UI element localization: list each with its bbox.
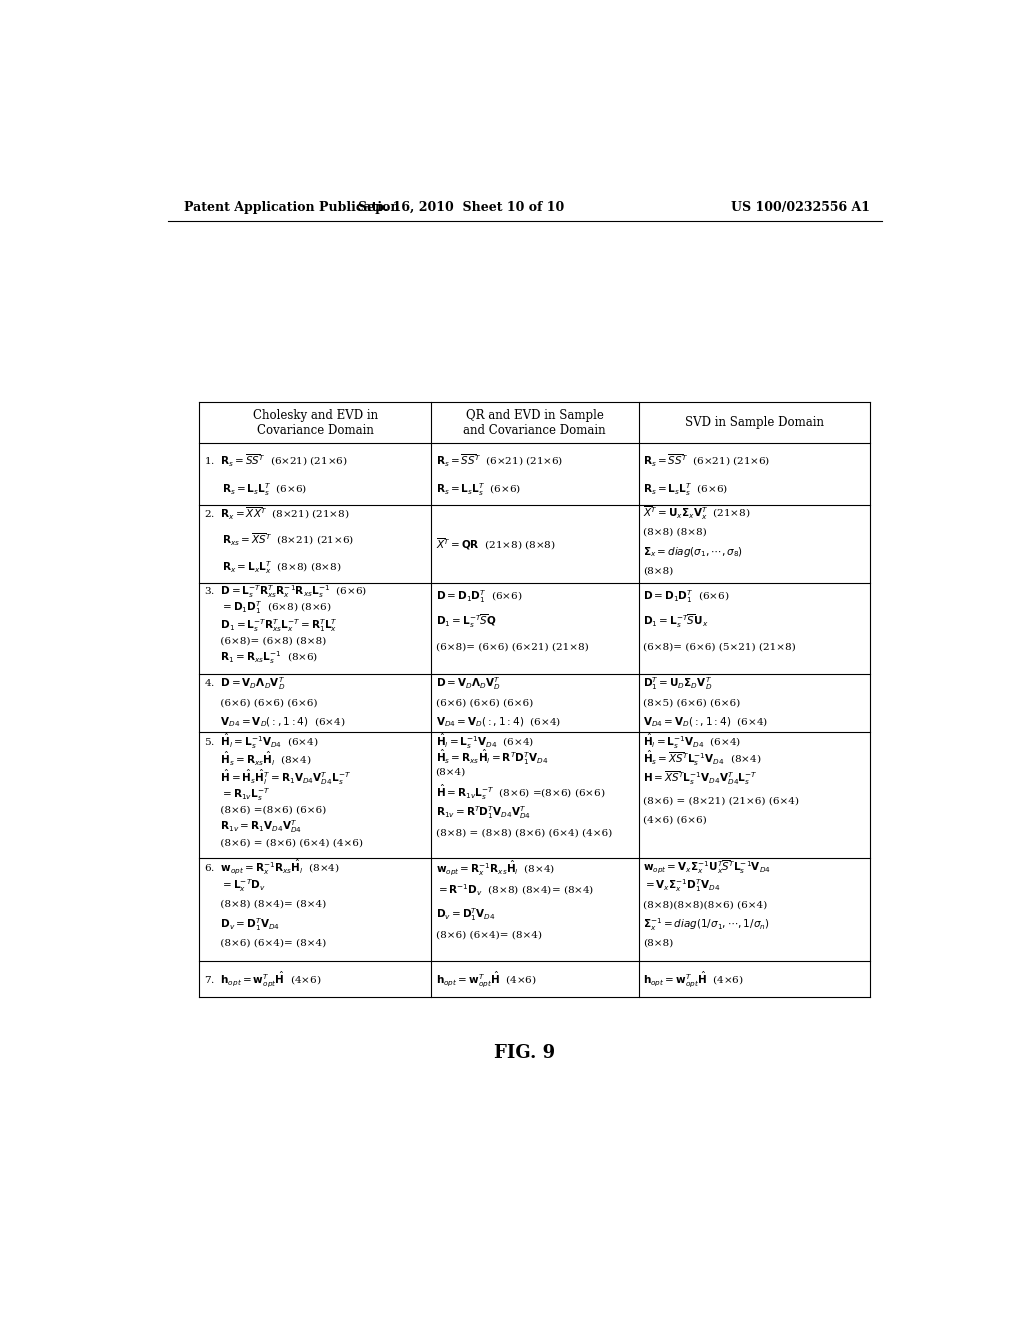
Text: $= \mathbf{L}_x^{-T}\mathbf{D}_v$: $= \mathbf{L}_x^{-T}\mathbf{D}_v$ <box>204 878 266 894</box>
Text: $\mathbf{R}_{1v} = \mathbf{R}_1\mathbf{V}_{D4}\mathbf{V}_{D4}^T$: $\mathbf{R}_{1v} = \mathbf{R}_1\mathbf{V… <box>204 818 302 834</box>
Text: $\mathbf{D}_1 = \mathbf{L}_s^{-T}\overline{S}\mathbf{Q}$: $\mathbf{D}_1 = \mathbf{L}_s^{-T}\overli… <box>435 612 497 630</box>
Text: $\mathbf{V}_{D4} = \mathbf{V}_D(:,1:4)$  (6×4): $\mathbf{V}_{D4} = \mathbf{V}_D(:,1:4)$ … <box>435 715 560 729</box>
Text: US 100/0232556 A1: US 100/0232556 A1 <box>731 201 870 214</box>
Text: $\mathbf{R}_s = \mathbf{L}_s\mathbf{L}_s^T$  (6×6): $\mathbf{R}_s = \mathbf{L}_s\mathbf{L}_s… <box>435 482 520 498</box>
Text: (8×6) = (8×21) (21×6) (6×4): (8×6) = (8×21) (21×6) (6×4) <box>643 797 800 805</box>
Text: $\overline{X}^T = \mathbf{QR}$  (21×8) (8×8): $\overline{X}^T = \mathbf{QR}$ (21×8) (8… <box>435 536 555 552</box>
Text: $\mathbf{R}_s = \overline{S}\overline{S}^T$  (6×21) (21×6): $\mathbf{R}_s = \overline{S}\overline{S}… <box>643 453 771 469</box>
Text: 2.  $\mathbf{R}_x = \overline{X}\overline{X}^T$  (8×21) (21×8): 2. $\mathbf{R}_x = \overline{X}\overline… <box>204 507 349 523</box>
Text: $\hat{\mathbf{H}}_s = \mathbf{R}_{xs}\hat{\mathbf{H}}_l$  (8×4): $\hat{\mathbf{H}}_s = \mathbf{R}_{xs}\ha… <box>204 750 311 767</box>
Text: $= \mathbf{R}^{-1}\mathbf{D}_v$  (8×8) (8×4)= (8×4): $= \mathbf{R}^{-1}\mathbf{D}_v$ (8×8) (8… <box>435 883 594 899</box>
Text: (8×8): (8×8) <box>643 566 674 576</box>
Text: $\hat{\mathbf{H}}_s = \mathbf{R}_{xs}\hat{\mathbf{H}}_l = \mathbf{R}^T\mathbf{D}: $\hat{\mathbf{H}}_s = \mathbf{R}_{xs}\ha… <box>435 747 548 767</box>
Text: (8×6) =(8×6) (6×6): (8×6) =(8×6) (6×6) <box>204 805 327 814</box>
Text: FIG. 9: FIG. 9 <box>495 1044 555 1061</box>
Text: (4×6) (6×6): (4×6) (6×6) <box>643 816 708 825</box>
Text: $\mathbf{w}_{opt} = \mathbf{V}_x\mathbf{\Sigma}_x^{-1}\mathbf{U}_x^T\overline{S}: $\mathbf{w}_{opt} = \mathbf{V}_x\mathbf{… <box>643 858 771 875</box>
Text: $\mathbf{D}_1 = \mathbf{L}_s^{-T}\mathbf{R}_{xs}^T\mathbf{L}_x^{-T} = \mathbf{R}: $\mathbf{D}_1 = \mathbf{L}_s^{-T}\mathbf… <box>204 616 338 634</box>
Text: (8×5) (6×6) (6×6): (8×5) (6×6) (6×6) <box>643 698 740 708</box>
Text: (8×8) (8×8): (8×8) (8×8) <box>643 528 708 537</box>
Text: $\mathbf{D}_1^T = \mathbf{U}_D\mathbf{\Sigma}_D\mathbf{V}_D^T$: $\mathbf{D}_1^T = \mathbf{U}_D\mathbf{\S… <box>643 675 713 692</box>
Text: (8×6) = (8×6) (6×4) (4×6): (8×6) = (8×6) (6×4) (4×6) <box>204 838 364 847</box>
Text: (8×8) = (8×8) (8×6) (6×4) (4×6): (8×8) = (8×8) (8×6) (6×4) (4×6) <box>435 828 611 837</box>
Text: $\hat{\mathbf{H}}_l = \mathbf{L}_s^{-1}\mathbf{V}_{D4}$  (6×4): $\hat{\mathbf{H}}_l = \mathbf{L}_s^{-1}\… <box>643 731 741 751</box>
Text: $\mathbf{R}_s = \mathbf{L}_s\mathbf{L}_s^T$  (6×6): $\mathbf{R}_s = \mathbf{L}_s\mathbf{L}_s… <box>221 482 307 498</box>
Text: (8×6) (6×4)= (8×4): (8×6) (6×4)= (8×4) <box>435 931 542 940</box>
Text: $\mathbf{w}_{opt} = \mathbf{R}_x^{-1}\mathbf{R}_{xs}\hat{\mathbf{H}}_l$  (8×4): $\mathbf{w}_{opt} = \mathbf{R}_x^{-1}\ma… <box>435 858 555 878</box>
Text: $\mathbf{V}_{D4} = \mathbf{V}_D(:,1:4)$  (6×4): $\mathbf{V}_{D4} = \mathbf{V}_D(:,1:4)$ … <box>204 715 346 729</box>
Text: Sep. 16, 2010  Sheet 10 of 10: Sep. 16, 2010 Sheet 10 of 10 <box>358 201 564 214</box>
Text: $\mathbf{R}_x = \mathbf{L}_x\mathbf{L}_x^T$  (8×8) (8×8): $\mathbf{R}_x = \mathbf{L}_x\mathbf{L}_x… <box>221 560 341 576</box>
Text: $\mathbf{R}_{xs} = \overline{X}\overline{S}^T$  (8×21) (21×6): $\mathbf{R}_{xs} = \overline{X}\overline… <box>221 532 353 548</box>
Text: 4.  $\mathbf{D} = \mathbf{V}_D\mathbf{\Lambda}_D\mathbf{V}_D^T$: 4. $\mathbf{D} = \mathbf{V}_D\mathbf{\La… <box>204 675 286 692</box>
Text: $\mathbf{R}_s = \mathbf{L}_s\mathbf{L}_s^T$  (6×6): $\mathbf{R}_s = \mathbf{L}_s\mathbf{L}_s… <box>643 482 728 498</box>
Text: Patent Application Publication: Patent Application Publication <box>183 201 399 214</box>
Text: $\mathbf{D} = \mathbf{V}_D\mathbf{\Lambda}_D\mathbf{V}_D^T$: $\mathbf{D} = \mathbf{V}_D\mathbf{\Lambd… <box>435 675 501 692</box>
Text: $\mathbf{D}_1 = \mathbf{L}_s^{-T}\overline{S}\mathbf{U}_x$: $\mathbf{D}_1 = \mathbf{L}_s^{-T}\overli… <box>643 612 709 630</box>
Text: (6×6) (6×6) (6×6): (6×6) (6×6) (6×6) <box>435 698 532 708</box>
Text: $\mathbf{h}_{opt} = \mathbf{w}_{opt}^T\hat{\mathbf{H}}$  (4×6): $\mathbf{h}_{opt} = \mathbf{w}_{opt}^T\h… <box>643 969 744 989</box>
Text: Cholesky and EVD in
Covariance Domain: Cholesky and EVD in Covariance Domain <box>253 409 378 437</box>
Text: 3.  $\mathbf{D} = \mathbf{L}_s^{-T}\mathbf{R}_{xs}^T\mathbf{R}_x^{-1}\mathbf{R}_: 3. $\mathbf{D} = \mathbf{L}_s^{-T}\mathb… <box>204 583 368 599</box>
Text: (6×8)= (6×6) (5×21) (21×8): (6×8)= (6×6) (5×21) (21×8) <box>643 643 797 652</box>
Text: $= \mathbf{R}_{1v}\mathbf{L}_s^{-T}$: $= \mathbf{R}_{1v}\mathbf{L}_s^{-T}$ <box>204 787 270 804</box>
Text: (6×6) (6×6) (6×6): (6×6) (6×6) (6×6) <box>204 698 317 708</box>
Text: $\mathbf{\Sigma}_x^{-1} = diag(1/\sigma_1,\cdots,1/\sigma_n)$: $\mathbf{\Sigma}_x^{-1} = diag(1/\sigma_… <box>643 916 770 933</box>
Text: 5.  $\hat{\mathbf{H}}_l = \mathbf{L}_s^{-1}\mathbf{V}_{D4}$  (6×4): 5. $\hat{\mathbf{H}}_l = \mathbf{L}_s^{-… <box>204 731 318 751</box>
Text: $\hat{\mathbf{H}} = \hat{\mathbf{H}}_s\hat{\mathbf{H}}_l^T = \mathbf{R}_1\mathbf: $\hat{\mathbf{H}} = \hat{\mathbf{H}}_s\h… <box>204 768 351 787</box>
Text: $= \mathbf{V}_x\mathbf{\Sigma}_x^{-1}\mathbf{D}_1^T\mathbf{V}_{D4}$: $= \mathbf{V}_x\mathbf{\Sigma}_x^{-1}\ma… <box>643 878 721 894</box>
Text: $\hat{\mathbf{H}}_s = \overline{X}\overline{S}^T\mathbf{L}_s^{-1}\mathbf{V}_{D4}: $\hat{\mathbf{H}}_s = \overline{X}\overl… <box>643 748 762 768</box>
Text: 6.  $\mathbf{w}_{opt} = \mathbf{R}_x^{-1}\mathbf{R}_{xs}\hat{\mathbf{H}}_l$  (8×: 6. $\mathbf{w}_{opt} = \mathbf{R}_x^{-1}… <box>204 858 340 876</box>
Text: 1.  $\mathbf{R}_s = \overline{S}\overline{S}^T$  (6×21) (21×6): 1. $\mathbf{R}_s = \overline{S}\overline… <box>204 453 348 469</box>
Text: $\mathbf{\Sigma}_x = diag(\sigma_1,\cdots,\sigma_8)$: $\mathbf{\Sigma}_x = diag(\sigma_1,\cdot… <box>643 545 743 558</box>
Text: (6×8)= (6×6) (6×21) (21×8): (6×8)= (6×6) (6×21) (21×8) <box>435 643 589 652</box>
Text: $= \mathbf{D}_1\mathbf{D}_1^T$  (6×8) (8×6): $= \mathbf{D}_1\mathbf{D}_1^T$ (6×8) (8×… <box>204 599 332 616</box>
Text: $\mathbf{V}_{D4} = \mathbf{V}_D(:,1:4)$  (6×4): $\mathbf{V}_{D4} = \mathbf{V}_D(:,1:4)$ … <box>643 715 768 729</box>
Text: $\mathbf{R}_{1v} = \mathbf{R}^T\mathbf{D}_1^T\mathbf{V}_{D4}\mathbf{V}_{D4}^T$: $\mathbf{R}_{1v} = \mathbf{R}^T\mathbf{D… <box>435 804 530 821</box>
Text: (8×8)(8×8)(8×6) (6×4): (8×8)(8×8)(8×6) (6×4) <box>643 900 768 909</box>
Text: $\mathbf{D} = \mathbf{D}_1\mathbf{D}_1^T$  (6×6): $\mathbf{D} = \mathbf{D}_1\mathbf{D}_1^T… <box>435 589 522 605</box>
Text: (8×6) (6×4)= (8×4): (8×6) (6×4)= (8×4) <box>204 939 327 948</box>
Text: SVD in Sample Domain: SVD in Sample Domain <box>685 416 824 429</box>
Text: $\mathbf{D} = \mathbf{D}_1\mathbf{D}_1^T$  (6×6): $\mathbf{D} = \mathbf{D}_1\mathbf{D}_1^T… <box>643 589 730 605</box>
Text: (8×8): (8×8) <box>643 939 674 948</box>
Text: $\mathbf{H} = \overline{X}\overline{S}^T\mathbf{L}_s^{-1}\mathbf{V}_{D4}\mathbf{: $\mathbf{H} = \overline{X}\overline{S}^T… <box>643 770 758 788</box>
Text: $\mathbf{R}_1 = \mathbf{R}_{xs}\mathbf{L}_s^{-1}$  (8×6): $\mathbf{R}_1 = \mathbf{R}_{xs}\mathbf{L… <box>204 649 318 667</box>
Text: (6×8)= (6×8) (8×8): (6×8)= (6×8) (8×8) <box>204 636 327 645</box>
Text: QR and EVD in Sample
and Covariance Domain: QR and EVD in Sample and Covariance Doma… <box>464 409 606 437</box>
Text: $\mathbf{R}_s = \overline{S}\overline{S}^T$  (6×21) (21×6): $\mathbf{R}_s = \overline{S}\overline{S}… <box>435 453 563 469</box>
Text: $\hat{\mathbf{H}} = \mathbf{R}_{1v}\mathbf{L}_s^{-T}$  (8×6) =(8×6) (6×6): $\hat{\mathbf{H}} = \mathbf{R}_{1v}\math… <box>435 783 605 803</box>
Text: (8×8) (8×4)= (8×4): (8×8) (8×4)= (8×4) <box>204 899 327 908</box>
Text: $\mathbf{D}_v = \mathbf{D}_1^T\mathbf{V}_{D4}$: $\mathbf{D}_v = \mathbf{D}_1^T\mathbf{V}… <box>435 906 496 923</box>
Text: $\overline{X}^T = \mathbf{U}_x\mathbf{\Sigma}_x\mathbf{V}_x^T$  (21×8): $\overline{X}^T = \mathbf{U}_x\mathbf{\S… <box>643 504 751 521</box>
Text: 7.  $\mathbf{h}_{opt} = \mathbf{w}_{opt}^T\hat{\mathbf{H}}$  (4×6): 7. $\mathbf{h}_{opt} = \mathbf{w}_{opt}^… <box>204 969 322 989</box>
Text: (8×4): (8×4) <box>435 768 466 777</box>
Text: $\hat{\mathbf{H}}_l = \mathbf{L}_s^{-1}\mathbf{V}_{D4}$  (6×4): $\hat{\mathbf{H}}_l = \mathbf{L}_s^{-1}\… <box>435 731 534 751</box>
Text: $\mathbf{h}_{opt} = \mathbf{w}_{opt}^T\hat{\mathbf{H}}$  (4×6): $\mathbf{h}_{opt} = \mathbf{w}_{opt}^T\h… <box>435 969 537 989</box>
Text: $\mathbf{D}_v = \mathbf{D}_1^T\mathbf{V}_{D4}$: $\mathbf{D}_v = \mathbf{D}_1^T\mathbf{V}… <box>204 916 281 933</box>
